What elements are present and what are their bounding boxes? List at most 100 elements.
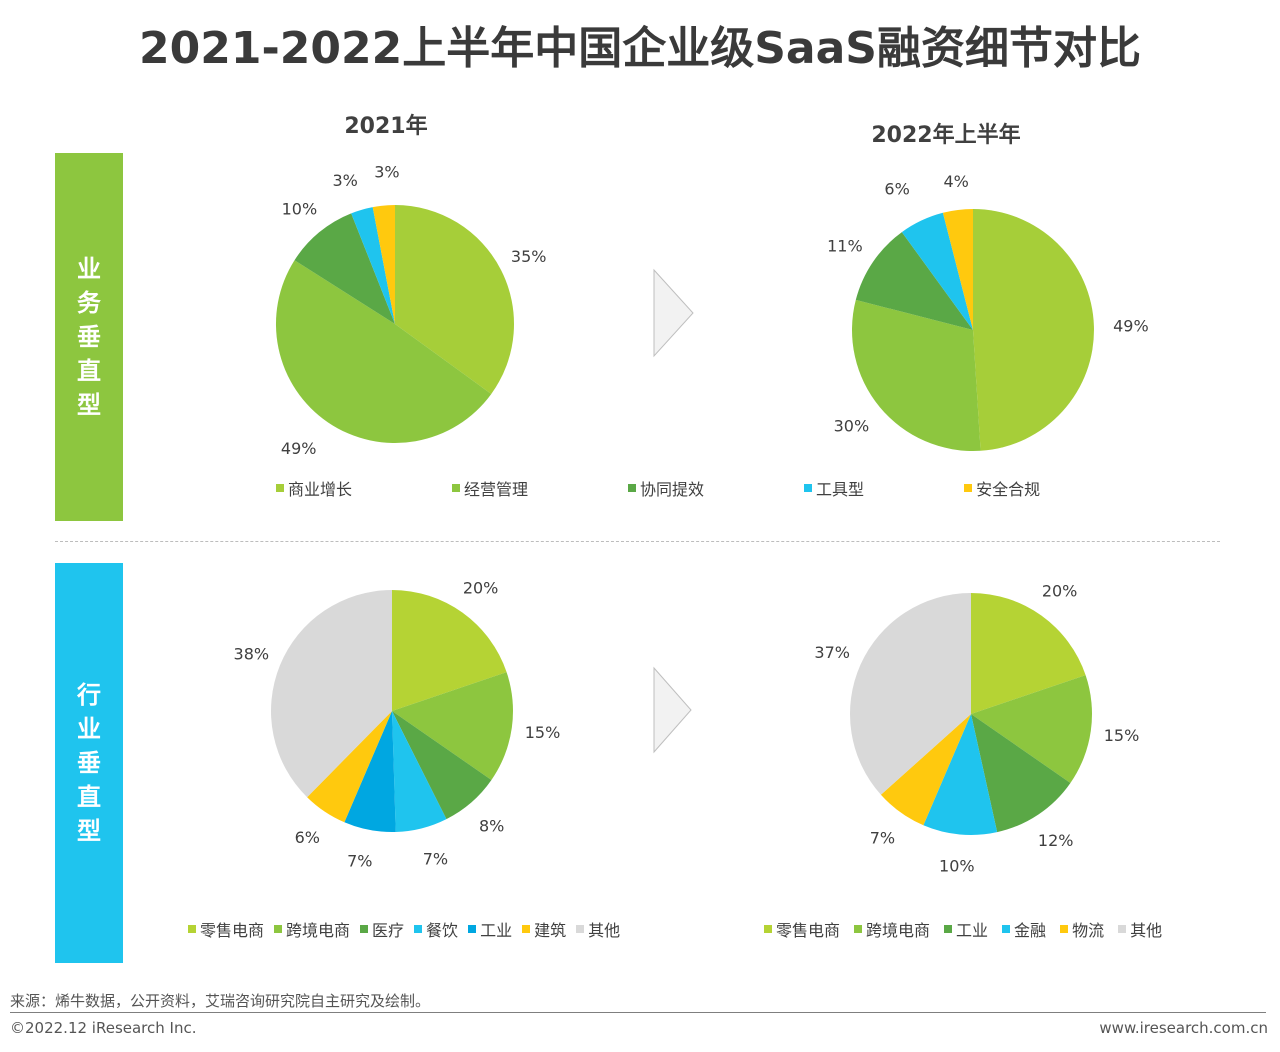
legend-swatch bbox=[468, 925, 477, 933]
legend-item: 金融 bbox=[1002, 917, 1046, 941]
website-link[interactable]: www.iresearch.com.cn bbox=[1099, 1019, 1268, 1037]
pie-data-label: 6% bbox=[295, 828, 320, 847]
industry-vertical-band: 行 业 垂 直 型 bbox=[55, 563, 123, 963]
pie-data-label: 15% bbox=[1104, 726, 1140, 745]
pie-slice bbox=[392, 711, 447, 832]
legend-swatch bbox=[854, 925, 863, 933]
pie-data-label: 10% bbox=[939, 856, 975, 875]
legend-item: 跨境电商 bbox=[274, 917, 350, 941]
legend-label: 物流 bbox=[1072, 921, 1105, 940]
pie-slice bbox=[880, 714, 971, 826]
legend-item: 医疗 bbox=[360, 917, 404, 941]
pie-data-label: 7% bbox=[423, 849, 448, 868]
pie-data-label: 3% bbox=[374, 163, 399, 182]
legend-swatch bbox=[276, 484, 284, 492]
pie-data-label: 4% bbox=[944, 172, 969, 191]
legend-label: 工具型 bbox=[816, 480, 865, 499]
pie-slice bbox=[392, 672, 513, 780]
pie-data-label: 15% bbox=[525, 723, 561, 742]
legend-label: 零售电商 bbox=[776, 921, 841, 940]
year-label-2022h1: 2022年上半年 bbox=[871, 123, 1021, 148]
legend-label: 跨境电商 bbox=[866, 921, 931, 940]
pie-slice bbox=[294, 213, 395, 324]
legend-item: 协同提效 bbox=[628, 476, 704, 500]
legend-swatch bbox=[1118, 925, 1127, 933]
pie-data-label: 11% bbox=[827, 237, 863, 256]
footer-divider bbox=[10, 1012, 1266, 1013]
pie-slice bbox=[942, 209, 973, 330]
pie-slice bbox=[395, 205, 514, 394]
pie-data-label: 49% bbox=[281, 439, 317, 458]
legend-swatch bbox=[576, 925, 585, 933]
band-char: 直 bbox=[77, 357, 101, 385]
legend-label: 金融 bbox=[1014, 921, 1047, 940]
legend-industry-2022: 零售电商 跨境电商 工业 金融 物流 其他 bbox=[764, 917, 1162, 941]
pie-slice bbox=[849, 593, 971, 795]
legend-swatch bbox=[1002, 925, 1011, 933]
legend-swatch bbox=[274, 925, 283, 933]
legend-item: 物流 bbox=[1060, 917, 1104, 941]
pie-data-label: 7% bbox=[870, 829, 895, 848]
pie-data-label: 6% bbox=[884, 179, 909, 198]
legend-swatch bbox=[522, 925, 531, 933]
pie-slice bbox=[392, 590, 507, 711]
legend-swatch bbox=[964, 484, 973, 492]
pie-slice bbox=[344, 711, 396, 832]
pie-data-label: 35% bbox=[511, 247, 547, 266]
legend-item: 其他 bbox=[576, 917, 620, 941]
legend-item: 商业增长 bbox=[276, 476, 352, 500]
band-char: 行 bbox=[77, 681, 101, 709]
pie-slice bbox=[971, 593, 1086, 714]
legend-label: 零售电商 bbox=[200, 921, 265, 940]
legend-item: 其他 bbox=[1118, 917, 1162, 941]
legend-label: 其他 bbox=[1130, 921, 1163, 940]
band-char: 务 bbox=[77, 289, 101, 317]
legend-item: 餐饮 bbox=[414, 917, 458, 941]
pie-data-label: 38% bbox=[234, 644, 270, 663]
legend-swatch bbox=[628, 484, 637, 492]
year-label-2021: 2021年 bbox=[344, 114, 428, 139]
legend-label: 安全合规 bbox=[976, 480, 1041, 499]
page-title: 2021-2022上半年中国企业级SaaS融资细节对比 bbox=[139, 23, 1141, 74]
pie-slice bbox=[351, 207, 395, 324]
pie-data-label: 30% bbox=[834, 417, 870, 436]
legend-swatch bbox=[1060, 925, 1069, 933]
legend-label: 商业增长 bbox=[288, 480, 353, 499]
pie-data-label: 7% bbox=[347, 851, 372, 870]
band-char: 型 bbox=[77, 391, 101, 419]
pie-slice bbox=[923, 714, 998, 835]
legend-label: 经营管理 bbox=[464, 480, 529, 499]
legend-item: 工业 bbox=[944, 917, 988, 941]
band-char: 业 bbox=[77, 715, 101, 743]
band-char: 垂 bbox=[77, 749, 101, 777]
legend-business: 商业增长 经营管理 协同提效 工具型 安全合规 bbox=[276, 476, 1040, 500]
band-char: 垂 bbox=[77, 323, 101, 351]
pie-data-label: 37% bbox=[814, 643, 850, 662]
legend-label: 建筑 bbox=[534, 921, 567, 940]
legend-item: 零售电商 bbox=[188, 917, 264, 941]
pie-data-label: 12% bbox=[1038, 831, 1074, 850]
legend-label: 其他 bbox=[588, 921, 621, 940]
legend-label: 餐饮 bbox=[426, 921, 459, 940]
pie-data-label: 20% bbox=[1042, 582, 1078, 601]
pie-slice bbox=[971, 675, 1092, 783]
legend-swatch bbox=[414, 925, 423, 933]
pie-slice bbox=[392, 711, 492, 820]
pie-data-label: 20% bbox=[463, 579, 499, 598]
legend-item: 工业 bbox=[468, 917, 512, 941]
legend-item: 建筑 bbox=[522, 917, 566, 941]
legend-swatch bbox=[944, 925, 953, 933]
pie-slice bbox=[271, 590, 392, 798]
legend-item: 安全合规 bbox=[964, 476, 1040, 500]
pie-slice bbox=[855, 232, 973, 330]
pie-data-label: 8% bbox=[479, 817, 504, 836]
legend-swatch bbox=[188, 925, 196, 933]
band-char: 直 bbox=[77, 783, 101, 811]
band-char: 业 bbox=[77, 255, 101, 283]
arrow-icon bbox=[653, 666, 692, 754]
legend-swatch bbox=[452, 484, 461, 492]
legend-swatch bbox=[804, 484, 813, 492]
band-char: 型 bbox=[77, 817, 101, 845]
legend-swatch bbox=[764, 925, 772, 933]
